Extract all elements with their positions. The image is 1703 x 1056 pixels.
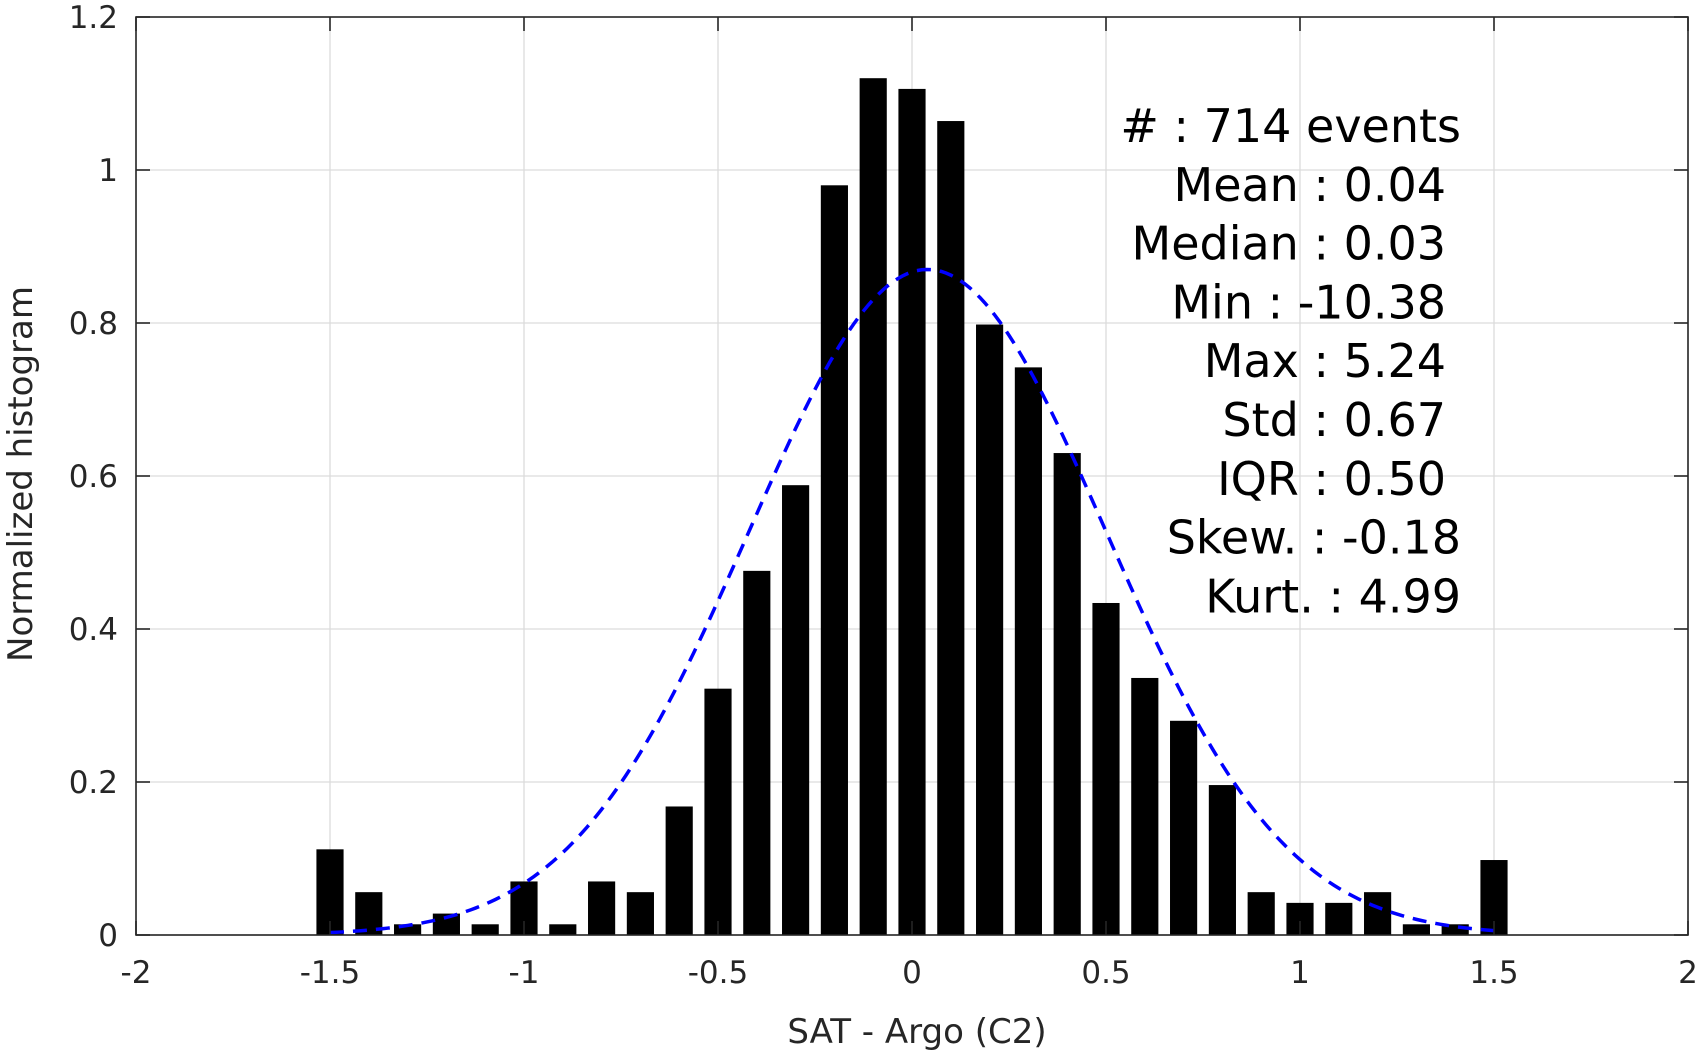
histogram-bar-7 — [588, 881, 616, 935]
histogram-bar-13 — [820, 185, 848, 936]
x-tick-label-7: 1.5 — [1469, 955, 1518, 991]
histogram-bar-12 — [782, 485, 810, 935]
histogram-bar-14 — [859, 78, 887, 935]
plot-axes — [135, 16, 1689, 936]
stat-line-count: # : 714 events — [1120, 99, 1461, 153]
fit-curve-layer — [329, 267, 1495, 935]
histogram-bar-18 — [1014, 367, 1042, 935]
histogram-bar-24 — [1247, 892, 1275, 935]
stat-line-std: Std : 0.67 — [1222, 393, 1446, 447]
histogram-bar-0 — [316, 849, 344, 935]
y-tick-label-0: 0 — [98, 918, 118, 954]
histogram-bar-23 — [1208, 785, 1236, 935]
x-tick-label-3: -0.5 — [688, 955, 749, 991]
histogram-bar-22 — [1170, 720, 1198, 935]
histogram-bar-9 — [665, 806, 693, 935]
histogram-bar-27 — [1364, 892, 1392, 935]
histogram-bar-21 — [1131, 677, 1159, 935]
x-tick-label-0: -2 — [121, 955, 152, 991]
stat-line-iqr: IQR : 0.50 — [1217, 452, 1446, 506]
histogram-bar-11 — [743, 570, 771, 935]
histogram-bar-4 — [471, 924, 499, 935]
histogram-bar-2 — [394, 924, 422, 935]
x-tick-label-5: 0.5 — [1081, 955, 1130, 991]
y-tick-label-3: 0.6 — [69, 459, 118, 495]
y-tick-label-6: 1.2 — [69, 0, 118, 36]
histogram-bar-17 — [976, 324, 1004, 935]
y-axis-title: Normalized histogram — [1, 286, 41, 662]
histogram-bar-6 — [549, 924, 577, 935]
stat-line-skew: Skew. : -0.18 — [1167, 511, 1461, 565]
x-tick-label-8: 2 — [1678, 955, 1698, 991]
stat-line-kurt: Kurt. : 4.99 — [1205, 569, 1461, 623]
x-tick-label-1: -1.5 — [300, 955, 361, 991]
y-tick-label-5: 1 — [98, 153, 118, 189]
histogram-bar-3 — [432, 913, 460, 935]
x-axis-title: SAT - Argo (C2) — [787, 1012, 1046, 1052]
gaussian-fit-curve — [329, 267, 1495, 935]
x-tick-label-2: -1 — [509, 955, 540, 991]
stat-line-max: Max : 5.24 — [1204, 334, 1446, 388]
y-tick-label-4: 0.8 — [69, 306, 118, 342]
histogram-bar-10 — [704, 688, 732, 935]
histogram-bar-20 — [1092, 602, 1120, 935]
tick-labels: -2 -1.5 -1 -0.5 0 0.5 1 1.5 2 0 0.2 0.4 0.6 0.8 1 1.2 — [69, 0, 1698, 991]
histogram-bar-8 — [626, 892, 654, 935]
x-tick-label-6: 1 — [1290, 955, 1310, 991]
histogram-bar-29 — [1441, 924, 1469, 935]
histogram-bar-15 — [898, 88, 926, 935]
histogram-bar-28 — [1402, 924, 1430, 935]
stat-line-min: Min : -10.38 — [1171, 275, 1446, 329]
histogram-bar-19 — [1053, 453, 1081, 935]
stat-line-median: Median : 0.03 — [1132, 217, 1446, 271]
histogram-bars — [316, 78, 1508, 936]
y-tick-label-2: 0.4 — [69, 612, 118, 648]
stat-line-mean: Mean : 0.04 — [1174, 158, 1447, 212]
x-tick-label-4: 0 — [902, 955, 922, 991]
histogram-bar-16 — [937, 121, 965, 936]
y-tick-label-1: 0.2 — [69, 765, 118, 801]
histogram-bar-26 — [1325, 902, 1353, 935]
